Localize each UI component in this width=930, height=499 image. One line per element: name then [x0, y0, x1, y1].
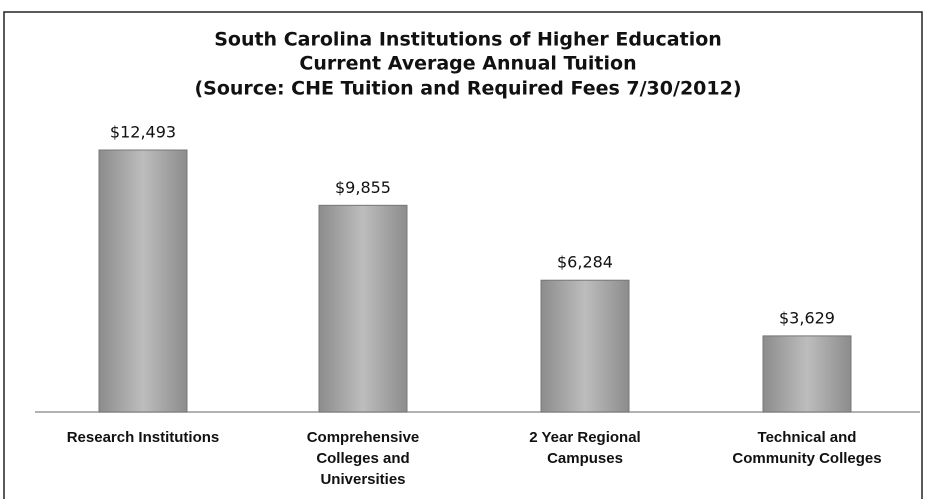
bar: [540, 279, 630, 413]
value-label: $6,284: [557, 253, 613, 272]
chart-subtitle: (Source: CHE Tuition and Required Fees 7…: [194, 78, 741, 100]
bar: [318, 204, 408, 413]
chart-title: South Carolina Institutions of Higher Ed…: [214, 29, 722, 51]
x-tick-label: Research Institutions: [66, 429, 220, 446]
value-label: $12,493: [110, 123, 176, 142]
frame: [3, 11, 923, 499]
chart-subtitle: Current Average Annual Tuition: [299, 53, 636, 75]
value-label: $3,629: [779, 308, 835, 327]
x-tick-label: 2 Year Regional Campuses: [529, 429, 641, 467]
x-tick-label: Comprehensive Colleges and Universities: [306, 429, 420, 488]
bar: [762, 335, 852, 413]
bar: [98, 149, 188, 413]
value-label: $9,855: [335, 178, 391, 197]
x-tick-label: Technical and Community Colleges: [732, 429, 882, 467]
